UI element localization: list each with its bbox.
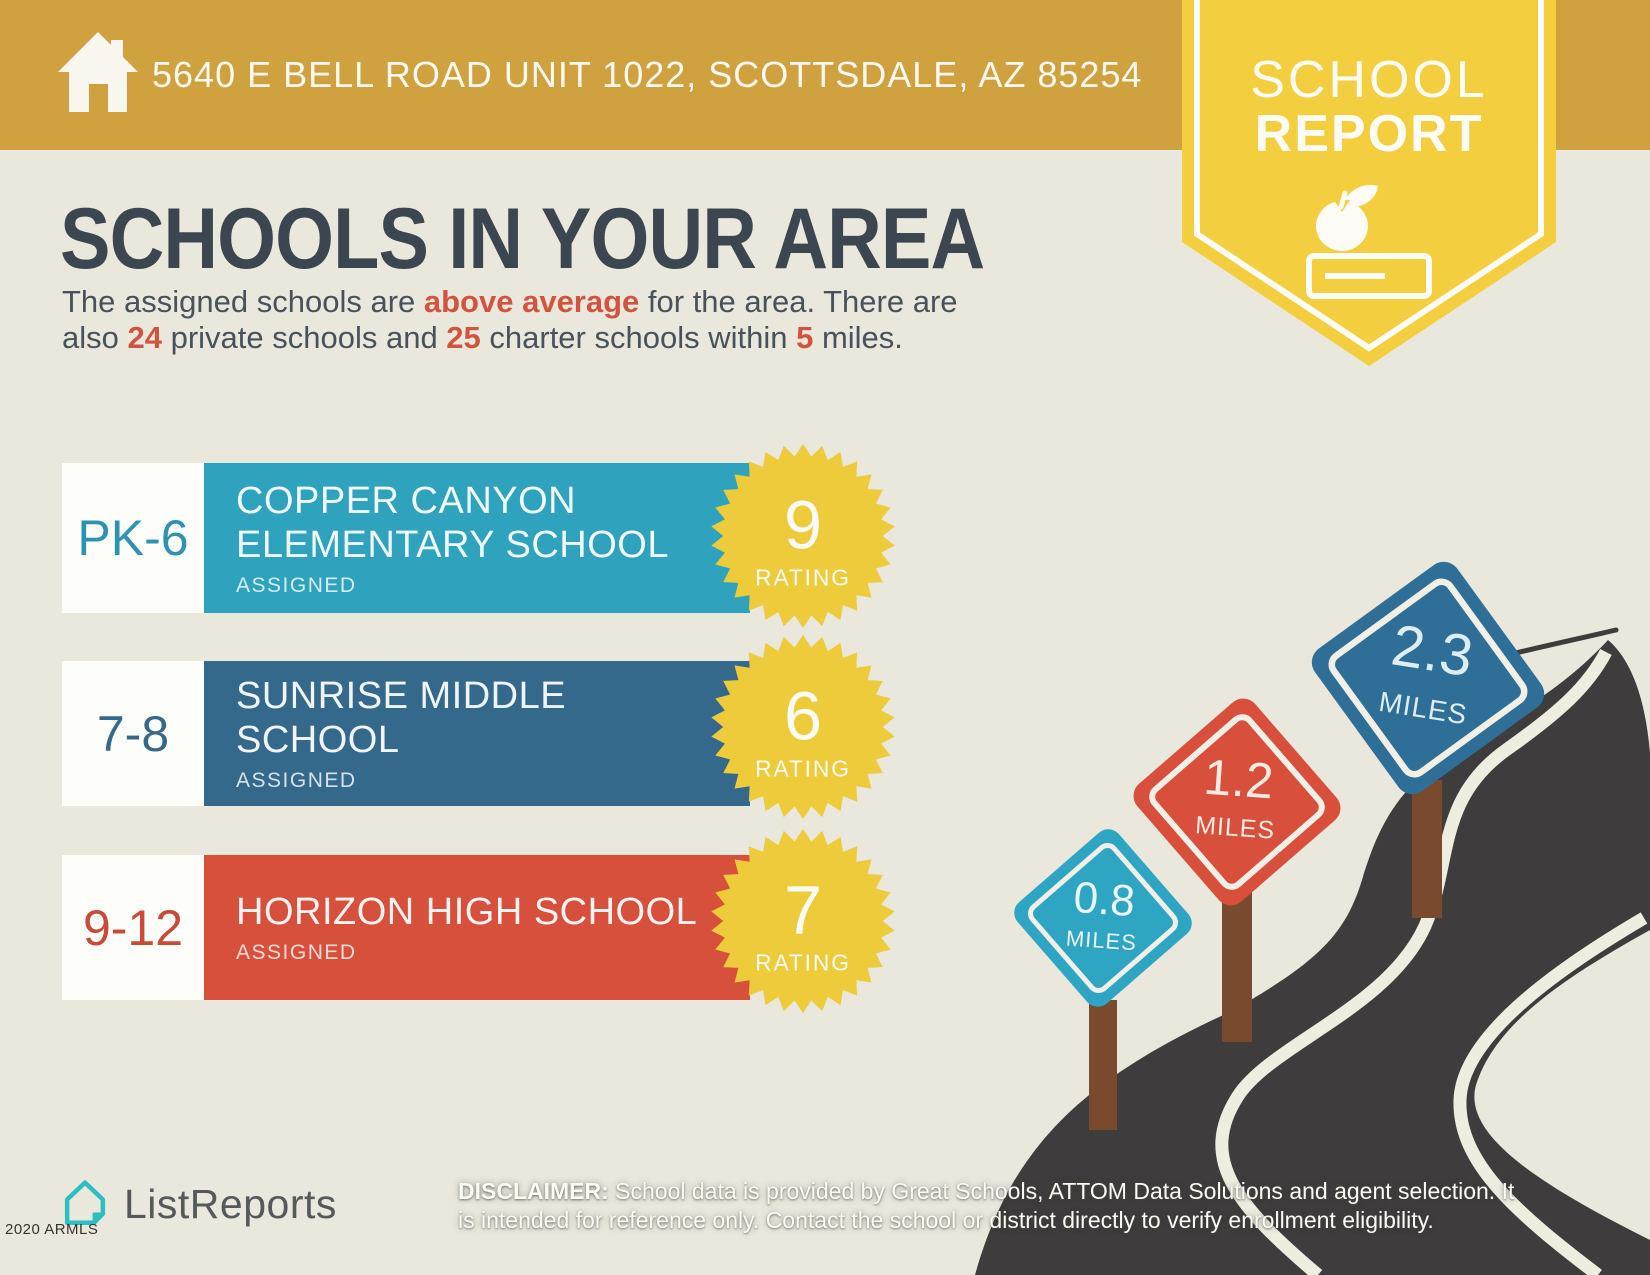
- rating-value: 9: [784, 487, 822, 563]
- brand-name: ListReports: [124, 1180, 337, 1227]
- badge-inner-border: [1194, 0, 1544, 352]
- road-horizon-line: [1335, 627, 1619, 699]
- school-name-line2: SCHOOL: [236, 719, 400, 761]
- subtitle-line1: The assigned schools are above average f…: [62, 284, 958, 319]
- rating-starburst-elementary: 9 RATING: [711, 443, 895, 629]
- subtitle-line2: also 24 private schools and 25 charter s…: [62, 320, 903, 355]
- badge-line2: REPORT: [1255, 105, 1484, 163]
- highlight-private-count: 24: [127, 320, 162, 355]
- sign-post: [1089, 1000, 1117, 1130]
- sign-post: [1412, 780, 1442, 918]
- school-name-line2: ELEMENTARY SCHOOL: [236, 523, 669, 566]
- distance-sign-mid: 1.2 MILES: [1133, 698, 1341, 906]
- disclaimer-text: School data is provided by Great Schools…: [458, 1178, 1515, 1233]
- rating-label: RATING: [755, 949, 851, 975]
- disclaimer-label: DISCLAIMER:: [458, 1178, 609, 1204]
- badge-shape: [1182, 0, 1556, 366]
- listreports-logo-icon: [64, 1180, 106, 1225]
- grade-range: 9-12: [62, 855, 204, 1000]
- distance-value: 0.8: [1072, 873, 1136, 926]
- badge-line1: SCHOOL: [1250, 51, 1488, 109]
- property-address: 5640 E BELL ROAD UNIT 1022, SCOTTSDALE, …: [152, 54, 1143, 95]
- starburst-shape: [711, 634, 895, 820]
- distance-sign-far: 2.3 MILES: [1311, 561, 1545, 795]
- rating-starburst-high: 7 RATING: [711, 828, 895, 1014]
- highlight-charter-count: 25: [446, 320, 481, 355]
- grade-range: 7-8: [62, 661, 204, 806]
- highlight-miles: 5: [796, 320, 814, 355]
- school-row-high: 9-12 HORIZON HIGH SCHOOL ASSIGNED: [62, 855, 750, 1000]
- distance-value: 2.3: [1387, 612, 1477, 689]
- grade-range: PK-6: [62, 463, 204, 613]
- rating-value: 6: [784, 678, 822, 754]
- rating-label: RATING: [755, 755, 851, 781]
- listreports-brand: ListReports: [60, 1178, 337, 1230]
- home-icon: [58, 32, 138, 112]
- status-badge: ASSIGNED: [236, 573, 357, 597]
- school-name-line1: HORIZON HIGH SCHOOL: [236, 891, 698, 933]
- school-bar: HORIZON HIGH SCHOOL ASSIGNED: [204, 855, 750, 1000]
- rating-label: RATING: [755, 564, 851, 590]
- page-subtitle: The assigned schools are above average f…: [62, 284, 958, 356]
- distance-value: 1.2: [1202, 749, 1275, 810]
- school-name-line1: COPPER CANYON: [236, 479, 577, 522]
- school-bar: SUNRISE MIDDLE SCHOOL ASSIGNED: [204, 661, 750, 806]
- school-report-badge: SCHOOL REPORT: [1182, 0, 1556, 366]
- rating-value: 7: [784, 872, 822, 948]
- school-name-line1: SUNRISE MIDDLE: [236, 675, 567, 717]
- school-row-middle: 7-8 SUNRISE MIDDLE SCHOOL ASSIGNED: [62, 661, 750, 806]
- disclaimer: DISCLAIMER: School data is provided by G…: [458, 1177, 1533, 1234]
- page-title: SCHOOLS IN YOUR AREA: [60, 191, 985, 287]
- distance-unit: MILES: [1065, 925, 1138, 955]
- sign-post: [1222, 890, 1252, 1042]
- school-bar: COPPER CANYON ELEMENTARY SCHOOL ASSIGNED: [204, 463, 750, 613]
- starburst-shape: [711, 828, 895, 1014]
- distance-sign-near: 0.8 MILES: [1014, 829, 1192, 1007]
- distance-unit: MILES: [1377, 686, 1470, 731]
- rating-starburst-middle: 6 RATING: [711, 634, 895, 820]
- highlight-above-average: above average: [423, 284, 640, 319]
- distance-unit: MILES: [1194, 811, 1276, 845]
- starburst-shape: [711, 443, 895, 629]
- status-badge: ASSIGNED: [236, 769, 357, 792]
- school-row-elementary: PK-6 COPPER CANYON ELEMENTARY SCHOOL ASS…: [62, 463, 750, 613]
- apple-book-icon: [1306, 184, 1432, 299]
- status-badge: ASSIGNED: [236, 941, 357, 964]
- mls-watermark: 2020 ARMLS: [5, 1221, 99, 1238]
